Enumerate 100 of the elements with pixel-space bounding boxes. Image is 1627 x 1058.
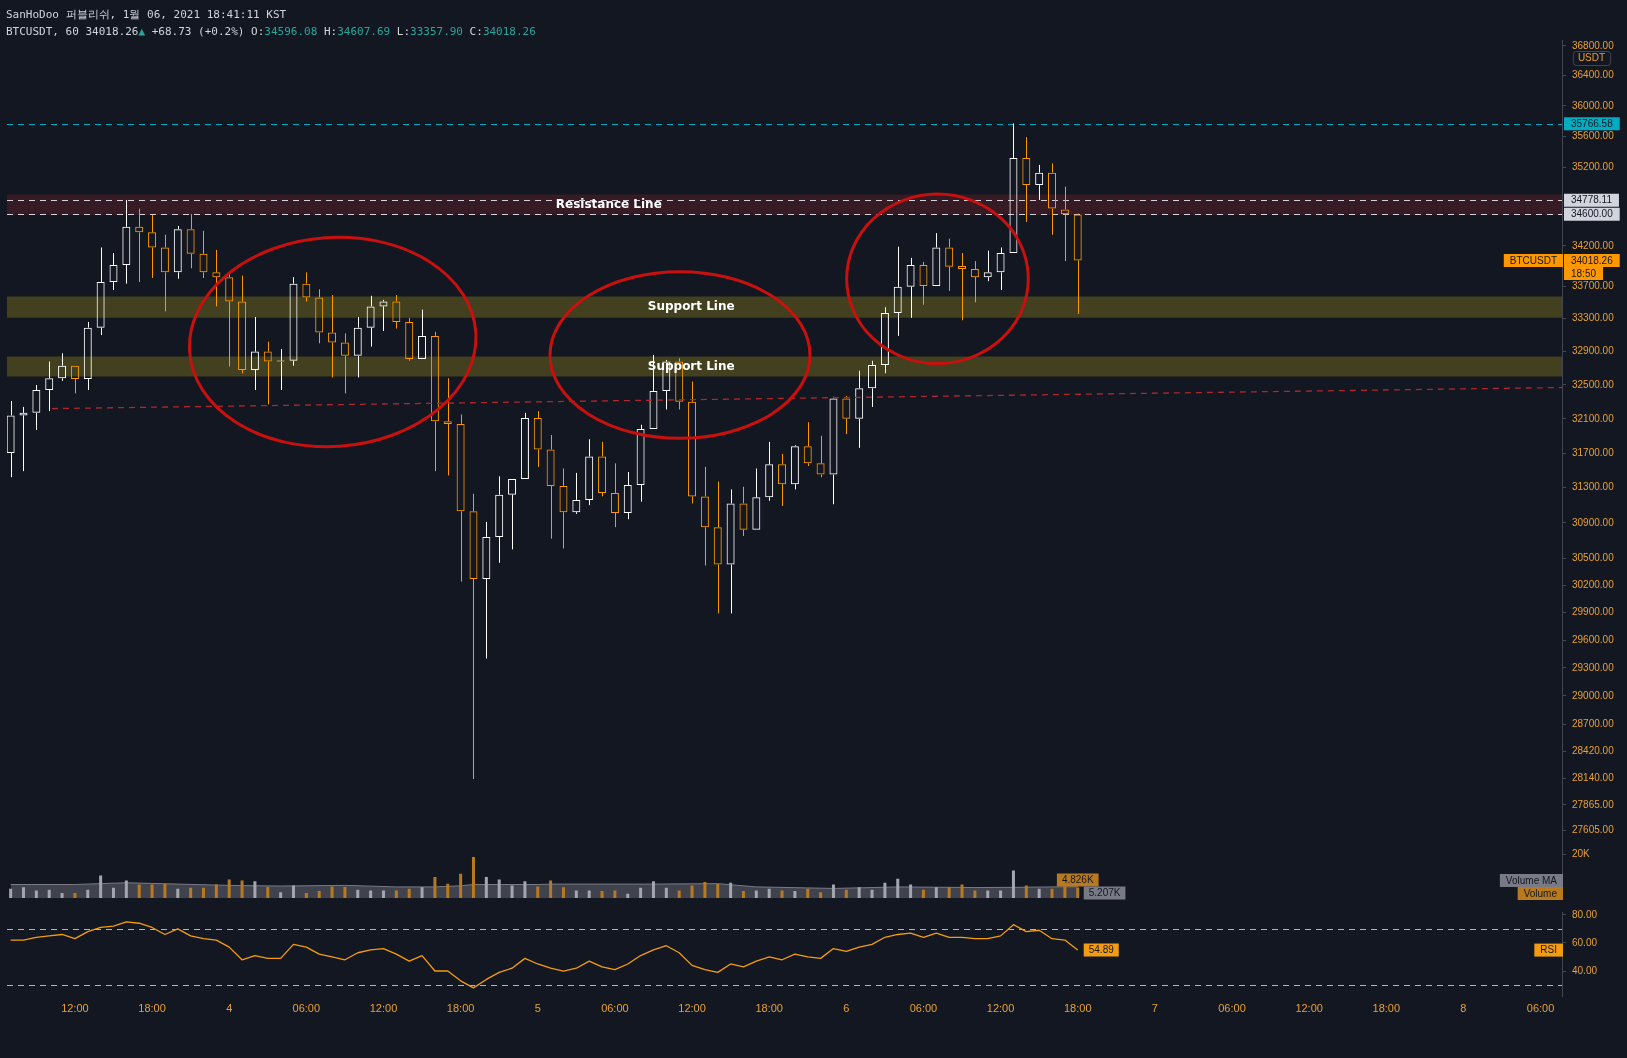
bar [716, 884, 720, 898]
x-tick-label: 12:00 [61, 1001, 89, 1014]
band-label: Resistance Line [555, 196, 662, 211]
bar [986, 890, 990, 898]
x-tick-label: 06:00 [1526, 1001, 1555, 1014]
x-tick-label: 4 [226, 1001, 233, 1014]
ref-line-label: 34600.00 [1571, 208, 1614, 220]
bar [960, 884, 964, 898]
bar [844, 889, 848, 898]
y-tick-label: 29300.00 [1572, 661, 1615, 673]
ref-line-label: 34778.11 [1571, 194, 1613, 206]
text: BTCUSDT, 60 34018.26▲ +68.73 (+0.2%) O:34596.08 H:34607.69 L:33357.90 C:34018.26 [6, 25, 536, 38]
x-tick-label: 06:00 [601, 1001, 629, 1014]
bar [304, 893, 308, 898]
y-tick-label: 36400.00 [1572, 69, 1615, 81]
y-tick-label: 28140.00 [1572, 771, 1615, 783]
bar [1050, 888, 1054, 898]
text: RSI [1540, 944, 1557, 956]
y-tick-label: 30900.00 [1572, 516, 1615, 528]
x-tick-label: 12:00 [1295, 1001, 1323, 1014]
bar [651, 881, 655, 898]
bar [613, 890, 617, 898]
bar [767, 888, 771, 898]
x-tick-label: 18:00 [1063, 1001, 1092, 1014]
bar [523, 881, 527, 898]
y-tick-label: 34200.00 [1572, 239, 1615, 251]
x-tick-label: 7 [1151, 1001, 1158, 1014]
bar [446, 883, 450, 898]
x-tick-label: 18:00 [138, 1001, 166, 1014]
bar [999, 890, 1003, 898]
x-tick-label: 06:00 [1218, 1001, 1246, 1014]
bar [137, 884, 141, 898]
bar [793, 891, 797, 898]
x-tick-label: 18:00 [446, 1001, 475, 1014]
y-tick-label: 40.00 [1572, 964, 1598, 976]
x-tick-label: 18:00 [1372, 1001, 1401, 1014]
bar [921, 889, 925, 898]
bar [99, 875, 103, 898]
text: BTCUSDT [1509, 254, 1558, 266]
bar [9, 888, 13, 898]
bar [227, 879, 231, 898]
bar [973, 890, 977, 898]
bar [394, 890, 398, 898]
bar [124, 880, 128, 898]
text: Volume [1523, 887, 1558, 899]
bar [510, 885, 514, 898]
bar [1011, 870, 1015, 898]
bar [561, 887, 565, 898]
bar [934, 887, 938, 898]
bar [240, 880, 244, 898]
bar [870, 889, 874, 898]
bar [883, 882, 887, 898]
ref-line-label: 35766.58 [1571, 117, 1614, 129]
bar [112, 887, 115, 898]
bar [819, 892, 823, 898]
bar [22, 887, 25, 898]
bar [201, 887, 205, 898]
bar [291, 885, 295, 898]
bar [677, 890, 681, 898]
bar [896, 878, 900, 898]
y-tick-label: 33300.00 [1572, 312, 1615, 324]
y-tick-label: 36800.00 [1572, 39, 1615, 51]
bar [536, 886, 540, 898]
bar [176, 888, 180, 898]
bar [214, 884, 218, 898]
bar [471, 857, 475, 898]
bar [279, 892, 283, 898]
text: 34018.26 [1571, 254, 1613, 266]
y-tick-label: 31700.00 [1572, 446, 1615, 458]
bar [780, 890, 784, 898]
text: 18:50 [1571, 267, 1597, 279]
bar [549, 880, 553, 898]
bar [189, 887, 193, 898]
bar [1024, 885, 1028, 898]
x-tick-label: 8 [1460, 1001, 1467, 1014]
x-tick-label: 06:00 [909, 1001, 938, 1014]
bar [369, 890, 373, 898]
y-tick-label: 36000.00 [1572, 99, 1615, 111]
y-tick-label: 20K [1572, 848, 1591, 860]
bar [47, 889, 51, 898]
text: Volume MA [1505, 874, 1558, 886]
x-tick-label: 18:00 [755, 1001, 783, 1014]
bar [420, 887, 424, 898]
y-tick-label: 60.00 [1572, 936, 1598, 948]
y-axis-title: USDT [1577, 52, 1606, 64]
x-tick-label: 5 [534, 1001, 541, 1014]
x-tick-label: 12:00 [369, 1001, 398, 1014]
y-tick-label: 32500.00 [1572, 378, 1615, 390]
y-tick-label: 27865.00 [1572, 798, 1615, 810]
bar [253, 881, 257, 898]
bar [806, 888, 810, 898]
y-tick-label: 30500.00 [1572, 552, 1615, 564]
y-tick-label: 33700.00 [1572, 279, 1615, 291]
bar [497, 879, 501, 898]
y-tick-label: 32900.00 [1572, 345, 1615, 357]
bar [343, 886, 347, 898]
bar [459, 873, 463, 898]
y-tick-label: 35600.00 [1572, 130, 1615, 142]
y-tick-label: 31300.00 [1572, 481, 1615, 493]
bar [433, 877, 437, 898]
